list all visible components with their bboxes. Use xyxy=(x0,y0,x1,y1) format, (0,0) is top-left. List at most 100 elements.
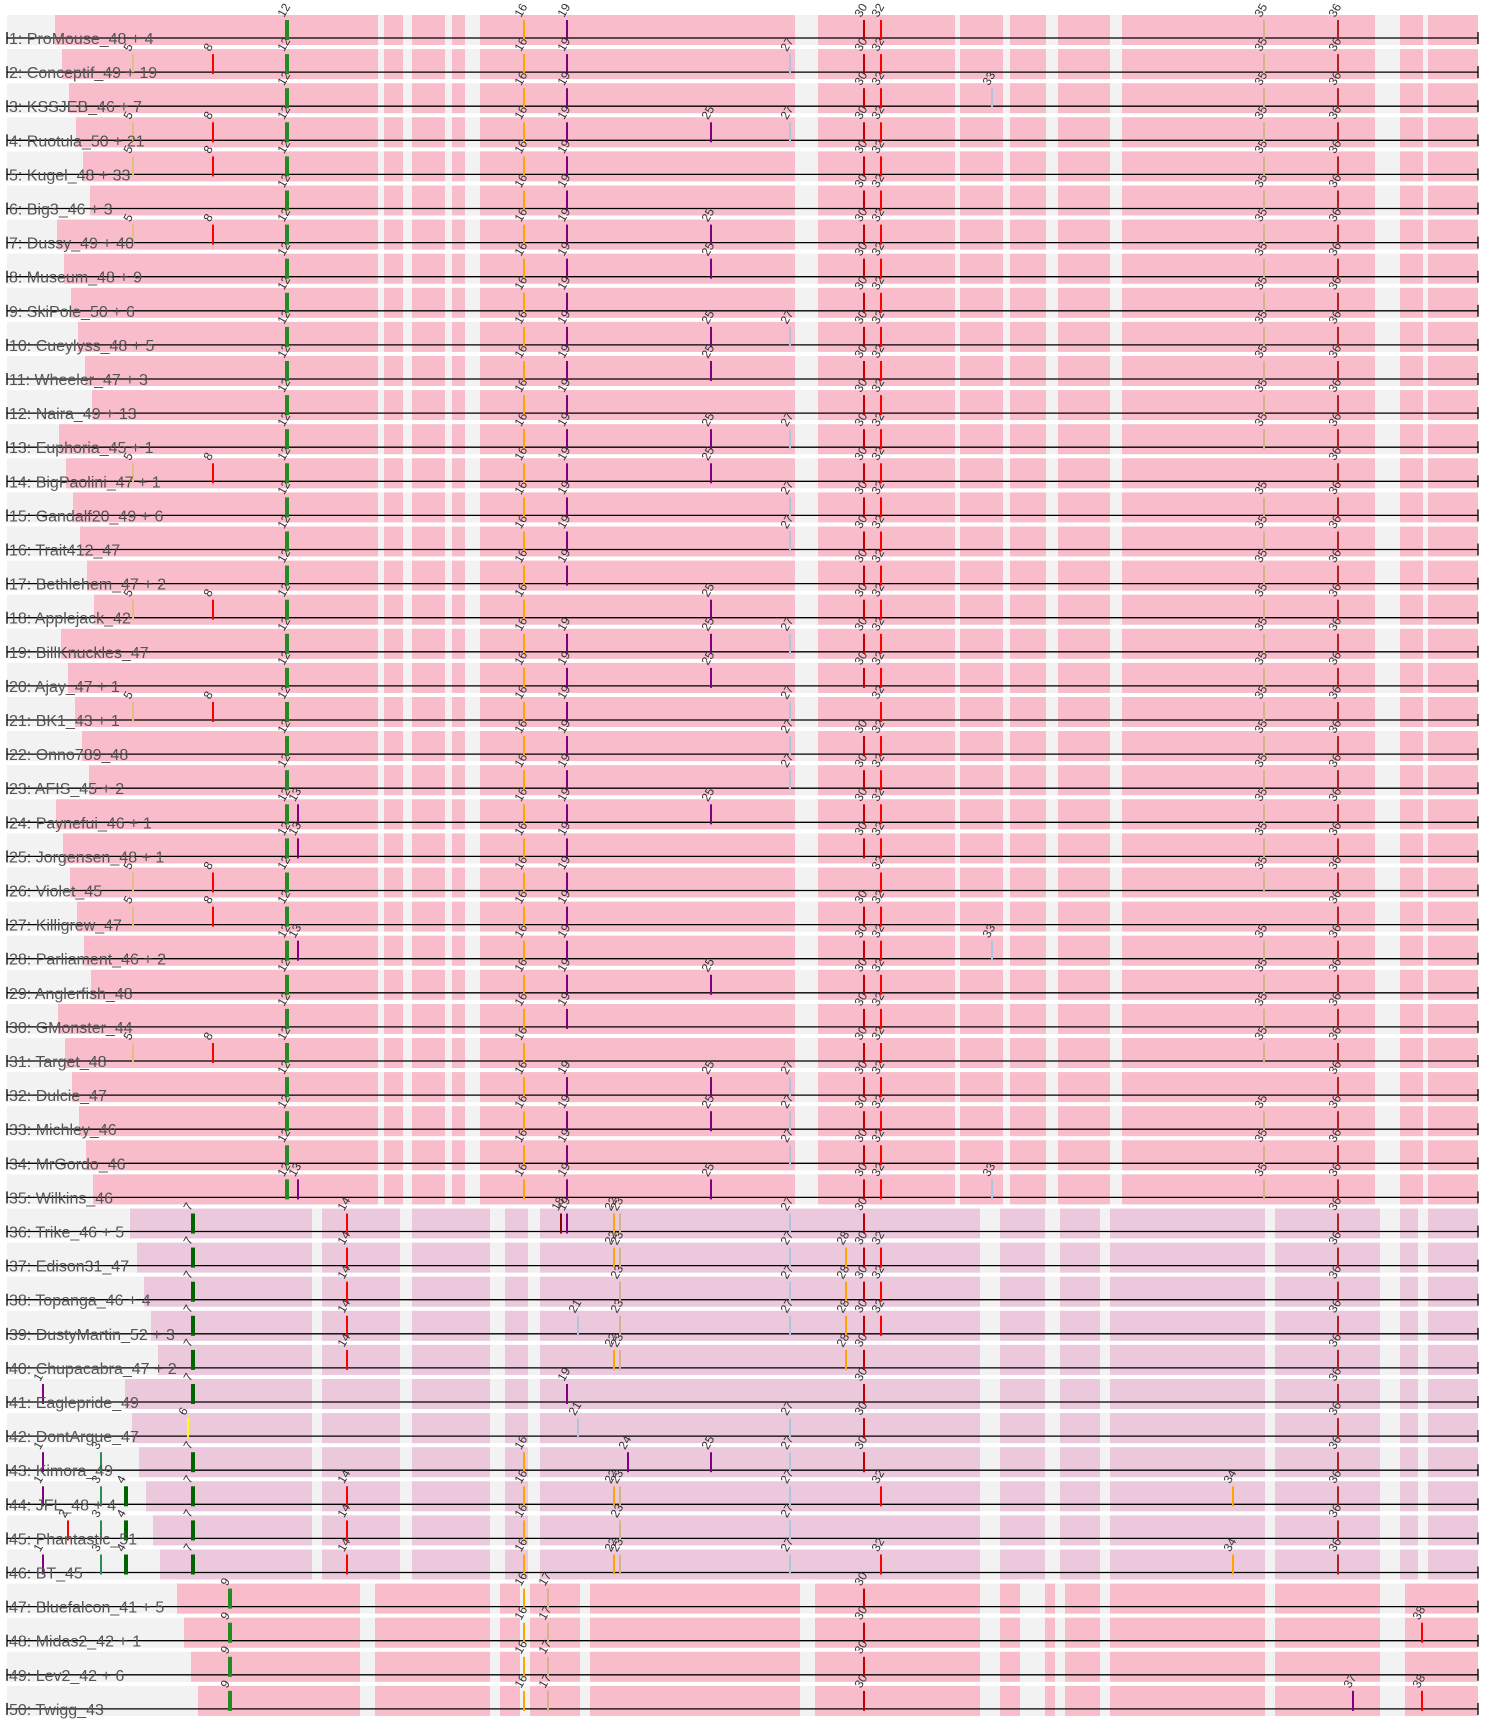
row-label[interactable]: 2: Conceptif_49 + 19 xyxy=(9,65,157,82)
row-label[interactable]: 48: Midas2_42 + 1 xyxy=(9,1634,141,1651)
row-label[interactable]: 9: SkiPole_50 + 6 xyxy=(9,304,135,321)
row-label[interactable]: 17: Bethlehem_47 + 2 xyxy=(9,577,166,594)
row-label[interactable]: 44: JFL_48 + 4 xyxy=(9,1497,116,1514)
row-coverage-segment xyxy=(1058,833,1110,864)
marker-tick-9 xyxy=(228,1588,232,1609)
position-label-14: 14 xyxy=(334,1296,353,1315)
position-label-16: 16 xyxy=(511,887,530,906)
row-coverage-segment xyxy=(1428,458,1478,489)
row-coverage-segment xyxy=(960,185,1003,216)
row-label[interactable]: 23: AFIS_45 + 2 xyxy=(9,781,124,798)
row-label[interactable]: 21: BK1_43 + 1 xyxy=(9,713,120,730)
row-label[interactable]: 10: Cueylyss_48 + 5 xyxy=(9,338,155,355)
marker-tick-12 xyxy=(285,190,289,211)
row-label[interactable]: 27: Killigrew_47 xyxy=(9,918,122,935)
row-label[interactable]: 33: Michley_46 xyxy=(9,1122,117,1139)
row-label[interactable]: 39: DustyMartin_52 + 3 xyxy=(9,1327,175,1344)
position-label-16: 16 xyxy=(511,205,530,224)
row-label[interactable]: 45: Phantastic_51 xyxy=(9,1531,137,1548)
position-label-30: 30 xyxy=(851,785,870,804)
row-coverage-segment xyxy=(1400,287,1423,318)
position-label-36: 36 xyxy=(1325,410,1344,429)
row-label[interactable]: 16: Trait412_47 xyxy=(9,543,120,560)
row-label[interactable]: 35: Wilkins_46 xyxy=(9,1190,113,1207)
row-label[interactable]: 13: Euphoria_45 + 1 xyxy=(9,440,154,457)
row-coverage-segment xyxy=(960,15,1003,45)
position-label-36: 36 xyxy=(1325,308,1344,327)
marker-tick-36 xyxy=(1337,258,1339,279)
marker-tick-12 xyxy=(285,1111,289,1132)
marker-tick-6 xyxy=(187,1418,189,1439)
row-label[interactable]: 47: Bluefalcon_41 + 5 xyxy=(9,1600,164,1617)
row-coverage-segment xyxy=(384,287,403,318)
row-label[interactable]: 3: KSSJEB_46 + 7 xyxy=(9,99,142,116)
position-label-36: 36 xyxy=(1325,785,1344,804)
row-label[interactable]: 30: GMonster_44 xyxy=(9,1020,133,1037)
row-label[interactable]: 6: Big3_46 + 3 xyxy=(9,202,113,219)
row-label[interactable]: 38: Topanga_46 + 4 xyxy=(9,1293,151,1310)
marker-tick-30 xyxy=(863,1588,865,1609)
row-label[interactable]: 22: Onno789_48 xyxy=(9,747,128,764)
position-label-27: 27 xyxy=(777,1058,796,1077)
marker-tick-35 xyxy=(1263,702,1265,722)
row-label[interactable]: 28: Parliament_46 + 2 xyxy=(9,952,166,969)
row-label[interactable]: 26: Violet_45 xyxy=(9,884,102,901)
row-label[interactable]: 7: Dussy_49 + 40 xyxy=(9,236,134,253)
row-label[interactable]: 43: Kimora_49 xyxy=(9,1463,113,1480)
row-label[interactable]: 41: Eaglepride_49 xyxy=(9,1395,139,1412)
row-coverage-segment xyxy=(384,219,403,250)
row-coverage-segment xyxy=(540,1515,980,1546)
row-coverage-segment xyxy=(1110,1447,1265,1478)
row-label[interactable]: 19: BillKnuckles_47 xyxy=(9,645,149,662)
row-label[interactable]: 20: Ajay_47 + 1 xyxy=(9,679,120,696)
row-label[interactable]: 46: BT_45 xyxy=(9,1566,83,1583)
row-label[interactable]: 8: Museum_48 + 9 xyxy=(9,270,142,287)
marker-tick-32 xyxy=(880,1111,882,1132)
marker-tick-35 xyxy=(1263,122,1265,143)
row-label[interactable]: 32: Dulcie_47 xyxy=(9,1088,107,1105)
row-coverage-segment xyxy=(412,560,445,591)
position-label-27: 27 xyxy=(777,683,796,702)
marker-tick-19 xyxy=(566,20,568,40)
row-label[interactable]: 49: Lev2_42 + 6 xyxy=(9,1668,124,1685)
row-label[interactable]: 34: MrGordo_46 xyxy=(9,1156,126,1173)
row-label[interactable]: 29: Anglerfish_48 xyxy=(9,986,133,1003)
marker-tick-16 xyxy=(523,702,525,722)
row-label[interactable]: 37: Edison31_47 xyxy=(9,1259,129,1276)
marker-tick-35 xyxy=(1263,429,1265,450)
position-label-35: 35 xyxy=(1251,580,1270,599)
row-label[interactable]: 15: Gandalf20_49 + 6 xyxy=(9,508,163,525)
row-label[interactable]: 5: Kugel_48 + 33 xyxy=(9,167,131,184)
position-label-32: 32 xyxy=(868,69,887,88)
row-coverage-segment xyxy=(818,287,955,318)
row-label[interactable]: 50: Twigg_43 xyxy=(9,1702,104,1719)
row-label[interactable]: 25: Jorgensen_48 + 1 xyxy=(9,849,164,866)
row-label[interactable]: 31: Target_48 xyxy=(9,1054,107,1071)
row-label[interactable]: 40: Chupacabra_47 + 2 xyxy=(9,1361,177,1378)
row-coverage-segment xyxy=(1400,1003,1423,1034)
row-label[interactable]: 36: Trike_46 + 5 xyxy=(9,1225,124,1242)
row-label[interactable]: 18: Applejack_42 xyxy=(9,611,131,628)
row-label[interactable]: 14: BigPaolini_47 + 1 xyxy=(9,474,161,491)
row-coverage-segment xyxy=(960,253,1003,284)
row-label[interactable]: 4: Ruotula_50 + 21 xyxy=(9,133,145,150)
position-label-19: 19 xyxy=(554,614,573,633)
row-label[interactable]: 42: DontArgue_47 xyxy=(9,1429,139,1446)
row-label[interactable]: 1: ProMouse_48 + 4 xyxy=(9,31,154,48)
position-label-34: 34 xyxy=(1220,1535,1239,1554)
row-coverage-segment xyxy=(1010,765,1046,796)
row-coverage-segment xyxy=(412,287,445,318)
row-coverage-segment xyxy=(818,833,955,864)
row-coverage-segment xyxy=(322,1344,400,1375)
row-coverage-segment xyxy=(1060,1208,1100,1239)
marker-tick-30 xyxy=(863,1622,865,1643)
row-label[interactable]: 11: Wheeler_47 + 3 xyxy=(9,372,148,389)
row-coverage-segment xyxy=(1110,1242,1265,1273)
row-coverage-segment xyxy=(452,526,465,557)
position-label-25: 25 xyxy=(698,103,717,122)
row-label[interactable]: 24: Paynefui_46 + 1 xyxy=(9,815,152,832)
position-label-12: 12 xyxy=(274,1058,293,1077)
position-label-27: 27 xyxy=(777,751,796,770)
row-coverage-segment xyxy=(960,594,1003,625)
row-label[interactable]: 12: Naira_49 + 13 xyxy=(9,406,137,423)
